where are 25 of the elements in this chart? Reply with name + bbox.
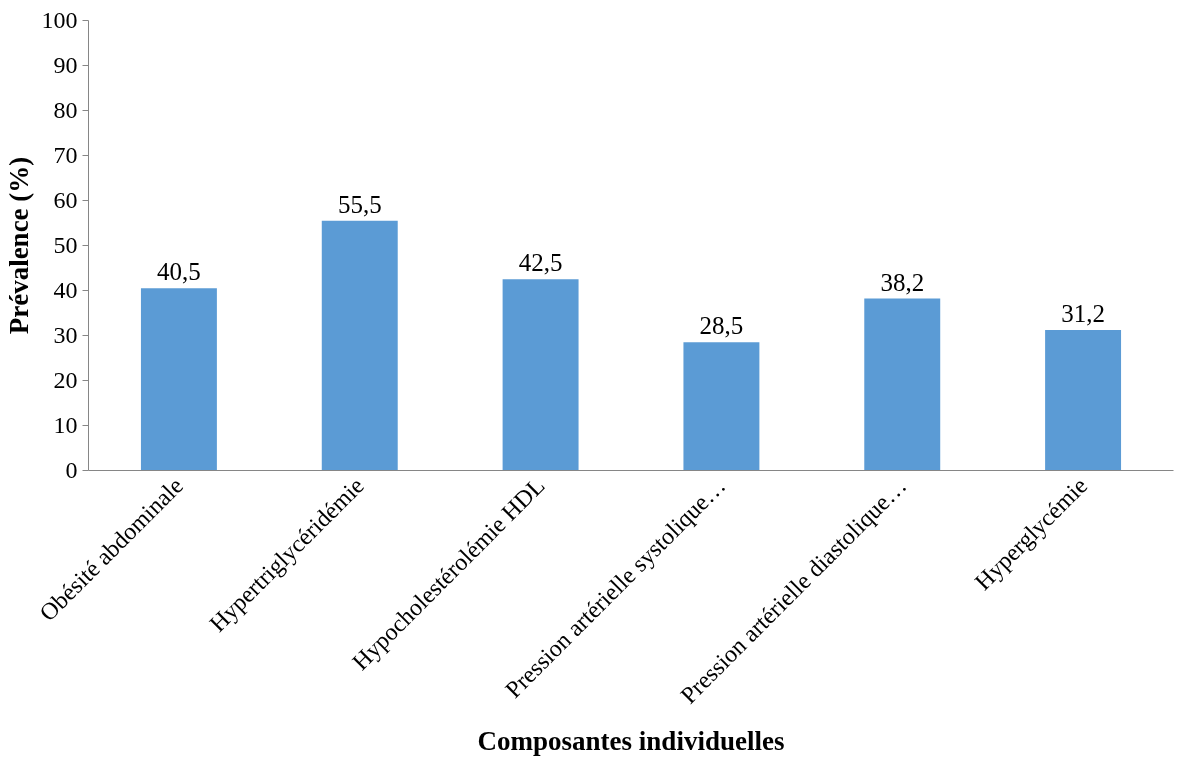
y-tick-label: 0 — [65, 457, 78, 483]
bar — [864, 298, 941, 471]
bar — [683, 342, 760, 471]
y-tick-label: 30 — [53, 322, 78, 348]
y-tick-label: 10 — [53, 412, 78, 438]
y-tick-label: 100 — [41, 7, 78, 33]
data-label: 55,5 — [337, 190, 382, 218]
y-tick-label: 60 — [53, 187, 78, 213]
data-label: 38,2 — [880, 268, 925, 296]
bar — [1045, 330, 1122, 471]
y-tick-label: 20 — [53, 367, 78, 393]
x-axis-title: Composantes individuelles — [477, 725, 785, 756]
bar — [502, 279, 579, 471]
bar — [140, 288, 217, 471]
bar — [321, 220, 398, 471]
y-tick-label: 70 — [53, 142, 78, 168]
y-tick-label: 80 — [53, 97, 78, 123]
data-label: 42,5 — [518, 249, 563, 277]
y-tick-label: 40 — [53, 277, 78, 303]
y-tick-label: 90 — [53, 52, 78, 78]
data-label: 40,5 — [157, 258, 201, 286]
y-tick-label: 50 — [53, 232, 78, 258]
data-label: 28,5 — [699, 312, 744, 340]
y-axis-title: Prévalence (%) — [3, 156, 34, 335]
data-label: 31,2 — [1061, 300, 1105, 328]
